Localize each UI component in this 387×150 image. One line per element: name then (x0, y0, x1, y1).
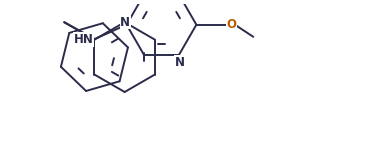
Text: O: O (226, 18, 236, 31)
Text: HN: HN (74, 33, 94, 46)
Text: N: N (120, 16, 130, 29)
Text: N: N (175, 56, 185, 69)
